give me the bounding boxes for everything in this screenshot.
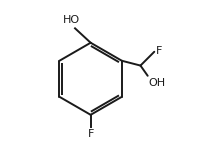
Text: F: F bbox=[155, 46, 161, 56]
Text: HO: HO bbox=[63, 15, 80, 25]
Text: OH: OH bbox=[147, 78, 165, 88]
Text: F: F bbox=[87, 129, 93, 139]
